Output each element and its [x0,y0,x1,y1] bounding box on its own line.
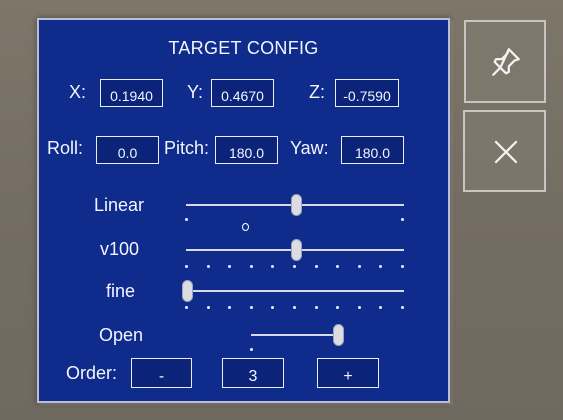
fine-slider-tick [206,306,210,309]
panel-title: TARGET CONFIG [168,38,319,58]
fine-slider-tick [379,306,383,309]
fine-slider-tick [185,306,188,309]
y-label: Y: [187,82,204,102]
yaw-label: Yaw: [290,138,329,158]
close-icon [494,140,518,164]
fine-slider-tick [336,306,340,309]
fine-slider-track[interactable] [186,290,404,292]
linear-slider-handle[interactable] [291,194,302,216]
speed-slider-tick [228,265,232,268]
pitch-field[interactable]: 180.0 [215,136,278,164]
speed-slider-tick [401,265,404,268]
speed-slider-tick [314,265,318,268]
pin-button[interactable] [464,20,546,103]
linear-slider-tick [185,218,188,221]
fine-slider-handle[interactable] [182,280,193,302]
open-slider-track[interactable] [251,334,343,336]
speed-slider-tick [379,265,383,268]
x-label: X: [69,82,87,102]
speed-label: v100 [100,239,140,259]
fine-slider-tick [401,306,404,309]
speed-slider-handle[interactable] [291,239,302,261]
fine-label: fine [106,281,136,301]
fine-slider-tick [271,306,275,309]
target-config-panel: TARGET CONFIG X: 0.1940 Y: 0.4670 Z: -0.… [37,18,450,403]
close-button[interactable] [463,110,546,192]
fine-slider-tick [357,306,361,309]
z-label: Z: [309,82,325,102]
fine-slider-tick [314,306,318,309]
open-slider-handle[interactable] [333,324,344,346]
z-field[interactable]: -0.7590 [335,79,399,107]
speed-slider-tick [336,265,340,268]
pitch-label: Pitch: [164,138,210,158]
speed-slider-tick [357,265,361,268]
x-field[interactable]: 0.1940 [100,79,163,107]
roll-label: Roll: [47,138,84,158]
order-increase-button[interactable]: + [317,358,379,388]
speed-slider-tick [185,265,188,268]
fine-slider-tick [249,306,253,309]
y-field[interactable]: 0.4670 [211,79,274,107]
fine-slider-tick [228,306,232,309]
speed-slider-tick [206,265,210,268]
roll-field[interactable]: 0.0 [96,136,159,164]
fine-slider-tick [293,306,296,309]
speed-slider-tick [271,265,275,268]
open-label: Open [99,325,144,345]
speed-slider-tick [249,265,253,268]
yaw-field[interactable]: 180.0 [341,136,404,164]
speed-slider-tick [293,265,296,268]
mouse-cursor [242,223,249,231]
order-value-field[interactable]: 3 [222,358,284,388]
order-label: Order: [66,363,118,383]
pin-icon [492,48,520,76]
order-decrease-button[interactable]: - [131,358,192,388]
linear-slider-tick [401,218,404,221]
linear-label: Linear [94,195,145,215]
open-slider-tick [250,348,253,351]
